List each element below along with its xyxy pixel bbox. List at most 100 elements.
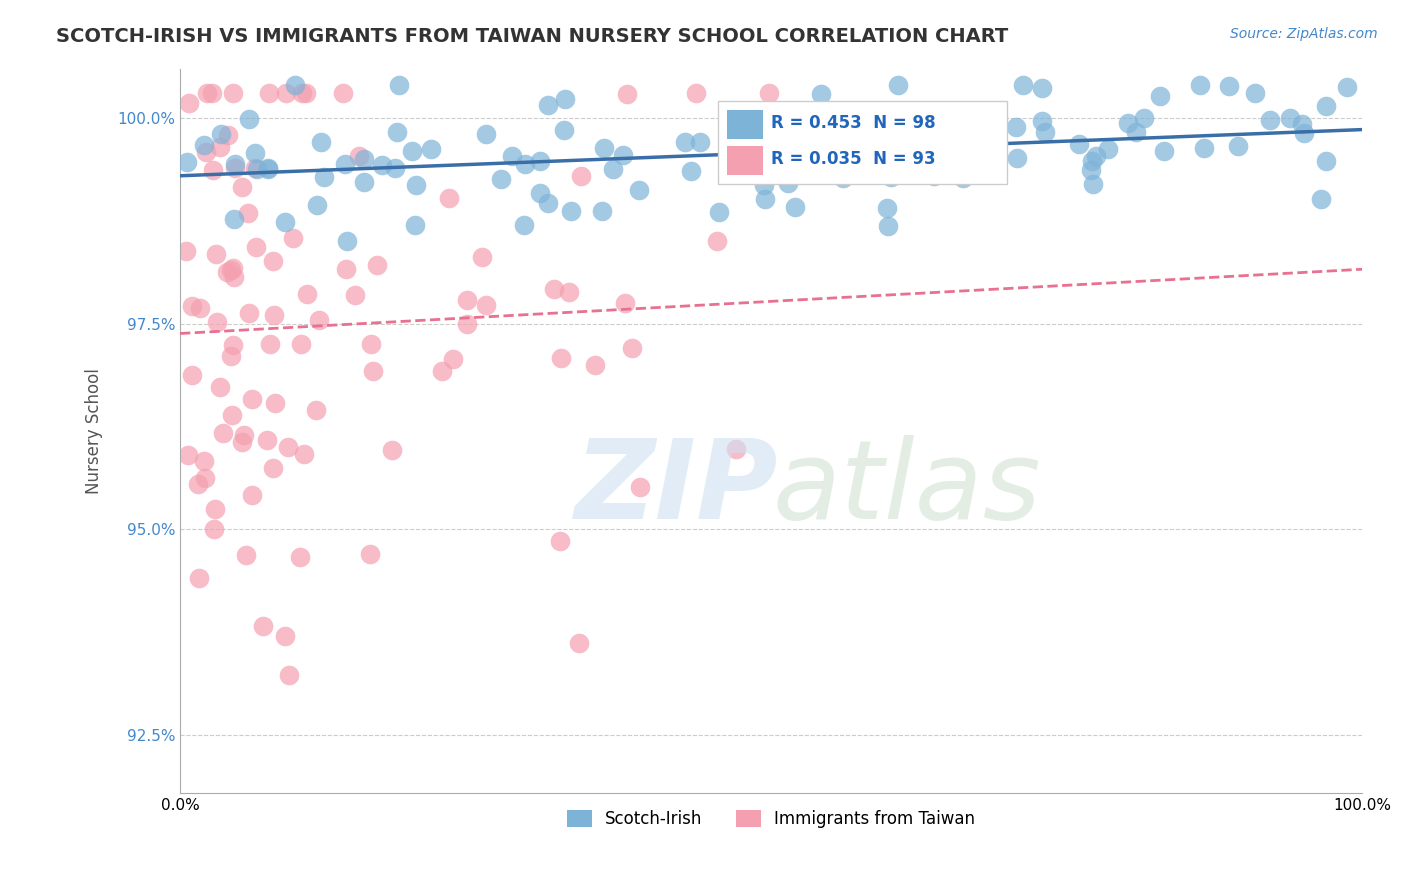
Immigrants from Taiwan <box>360 337 382 351</box>
Immigrants from Taiwan <box>240 488 263 502</box>
Scotch-Irish <box>1279 111 1302 125</box>
Immigrants from Taiwan <box>187 476 209 491</box>
Immigrants from Taiwan <box>290 549 312 564</box>
Scotch-Irish <box>1189 78 1212 92</box>
Scotch-Irish <box>501 149 523 163</box>
Scotch-Irish <box>1226 138 1249 153</box>
Immigrants from Taiwan <box>437 191 460 205</box>
Scotch-Irish <box>783 200 806 214</box>
Immigrants from Taiwan <box>256 433 278 447</box>
Scotch-Irish <box>1031 81 1053 95</box>
Immigrants from Taiwan <box>308 313 330 327</box>
Immigrants from Taiwan <box>264 396 287 410</box>
Scotch-Irish <box>1192 141 1215 155</box>
Immigrants from Taiwan <box>179 96 201 111</box>
Scotch-Irish <box>387 78 409 92</box>
Immigrants from Taiwan <box>292 447 315 461</box>
Immigrants from Taiwan <box>262 253 284 268</box>
Immigrants from Taiwan <box>245 240 267 254</box>
Immigrants from Taiwan <box>471 250 494 264</box>
Immigrants from Taiwan <box>628 480 651 494</box>
Scotch-Irish <box>1033 125 1056 139</box>
Scotch-Irish <box>1149 88 1171 103</box>
Immigrants from Taiwan <box>181 368 204 382</box>
Scotch-Irish <box>1012 78 1035 92</box>
Text: SCOTCH-IRISH VS IMMIGRANTS FROM TAIWAN NURSERY SCHOOL CORRELATION CHART: SCOTCH-IRISH VS IMMIGRANTS FROM TAIWAN N… <box>56 27 1008 45</box>
Scotch-Irish <box>193 137 215 152</box>
Immigrants from Taiwan <box>550 351 572 365</box>
Immigrants from Taiwan <box>235 548 257 562</box>
Scotch-Irish <box>1218 78 1240 93</box>
Text: ZIP: ZIP <box>575 435 778 542</box>
Immigrants from Taiwan <box>343 288 366 302</box>
Text: R = 0.453  N = 98: R = 0.453 N = 98 <box>770 114 935 132</box>
Scotch-Irish <box>789 155 811 169</box>
Scotch-Irish <box>673 135 696 149</box>
Immigrants from Taiwan <box>195 86 218 100</box>
Scotch-Irish <box>810 87 832 102</box>
Scotch-Irish <box>1080 153 1102 168</box>
Scotch-Irish <box>752 178 775 192</box>
Scotch-Irish <box>246 161 269 176</box>
Immigrants from Taiwan <box>456 293 478 308</box>
Text: atlas: atlas <box>773 435 1042 542</box>
Immigrants from Taiwan <box>291 86 314 100</box>
Scotch-Irish <box>602 162 624 177</box>
Scotch-Irish <box>1292 127 1315 141</box>
Immigrants from Taiwan <box>195 145 218 159</box>
Immigrants from Taiwan <box>569 169 592 183</box>
Scotch-Irish <box>1258 113 1281 128</box>
Scotch-Irish <box>336 234 359 248</box>
Scotch-Irish <box>529 154 551 169</box>
Scotch-Irish <box>537 98 560 112</box>
Scotch-Irish <box>612 148 634 162</box>
Scotch-Irish <box>370 158 392 172</box>
Immigrants from Taiwan <box>222 86 245 100</box>
Immigrants from Taiwan <box>243 161 266 175</box>
Immigrants from Taiwan <box>332 86 354 100</box>
Scotch-Irish <box>554 91 576 105</box>
Immigrants from Taiwan <box>238 305 260 319</box>
Scotch-Irish <box>1085 149 1108 163</box>
Scotch-Irish <box>786 145 808 160</box>
Scotch-Irish <box>1031 114 1053 128</box>
Scotch-Irish <box>815 117 838 131</box>
Immigrants from Taiwan <box>706 235 728 249</box>
Scotch-Irish <box>284 78 307 92</box>
Scotch-Irish <box>1336 79 1358 94</box>
Immigrants from Taiwan <box>432 364 454 378</box>
Scotch-Irish <box>222 211 245 226</box>
Immigrants from Taiwan <box>224 161 246 176</box>
Scotch-Irish <box>420 142 443 156</box>
Scotch-Irish <box>1291 117 1313 131</box>
Scotch-Irish <box>1153 144 1175 158</box>
Immigrants from Taiwan <box>259 337 281 351</box>
Scotch-Irish <box>1315 153 1337 168</box>
Scotch-Irish <box>404 218 426 232</box>
Immigrants from Taiwan <box>758 86 780 100</box>
Immigrants from Taiwan <box>568 635 591 649</box>
Scotch-Irish <box>1310 192 1333 206</box>
Scotch-Irish <box>529 186 551 200</box>
Immigrants from Taiwan <box>614 296 637 310</box>
Scotch-Irish <box>832 170 855 185</box>
Scotch-Irish <box>727 128 749 143</box>
Immigrants from Taiwan <box>263 308 285 322</box>
Immigrants from Taiwan <box>201 163 224 178</box>
Scotch-Irish <box>1081 177 1104 191</box>
Immigrants from Taiwan <box>231 180 253 194</box>
Scotch-Irish <box>489 172 512 186</box>
FancyBboxPatch shape <box>727 110 762 139</box>
Immigrants from Taiwan <box>217 265 239 279</box>
Scotch-Irish <box>689 136 711 150</box>
Immigrants from Taiwan <box>222 269 245 284</box>
Immigrants from Taiwan <box>262 461 284 475</box>
Scotch-Irish <box>243 145 266 160</box>
Immigrants from Taiwan <box>174 244 197 259</box>
Scotch-Irish <box>679 164 702 178</box>
FancyBboxPatch shape <box>727 146 762 175</box>
Immigrants from Taiwan <box>620 341 643 355</box>
Immigrants from Taiwan <box>201 86 224 100</box>
Immigrants from Taiwan <box>347 149 370 163</box>
Immigrants from Taiwan <box>366 258 388 272</box>
